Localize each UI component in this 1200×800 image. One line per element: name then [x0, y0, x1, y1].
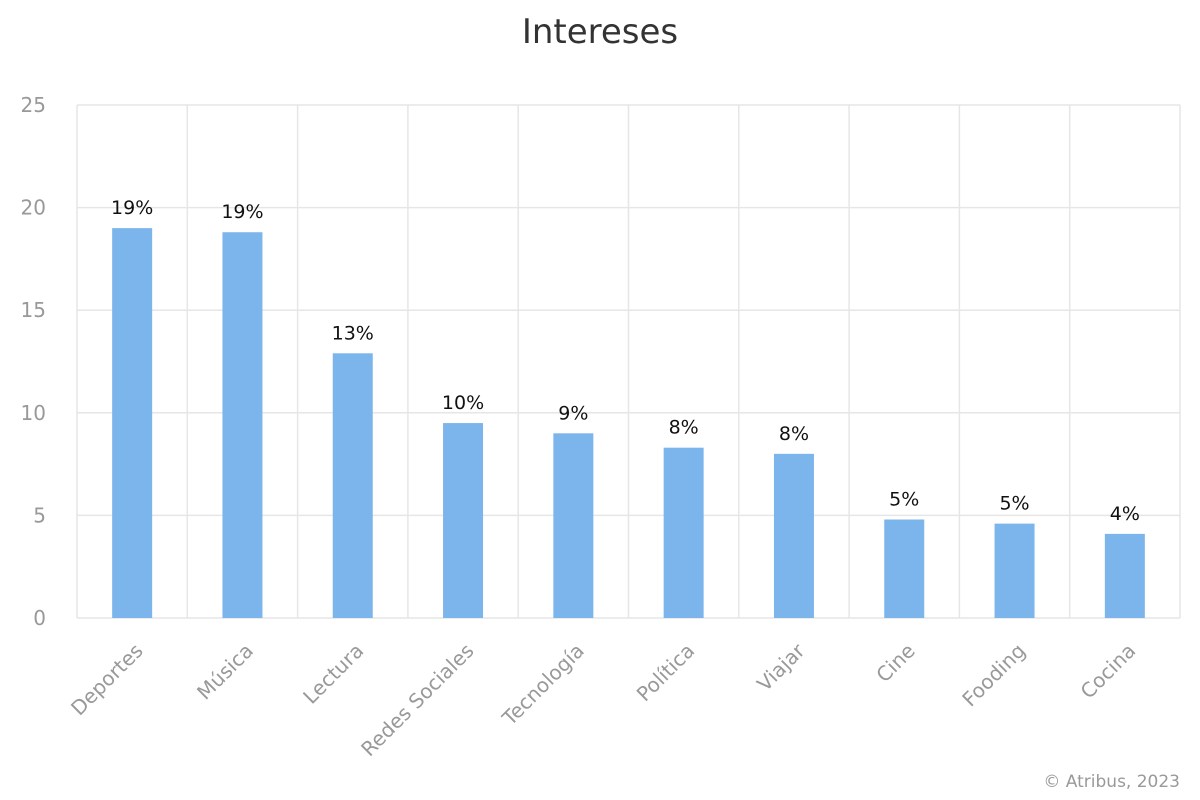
bar[interactable] [443, 423, 484, 618]
y-tick-label: 20 [21, 196, 46, 220]
data-label: 4% [1110, 503, 1140, 525]
data-label: 10% [442, 392, 484, 414]
bar[interactable] [1104, 533, 1145, 618]
bar[interactable] [773, 453, 814, 618]
data-label: 5% [889, 489, 919, 511]
bar[interactable] [332, 353, 373, 618]
y-tick-label: 10 [21, 401, 46, 425]
bars [112, 228, 1145, 618]
footer-credit: © Atribus, 2023 [1043, 772, 1180, 792]
data-label: 19% [111, 197, 153, 219]
bar[interactable] [994, 523, 1035, 618]
bar[interactable] [222, 232, 263, 618]
y-tick-label: 5 [33, 503, 46, 527]
x-tick-label: Lectura [298, 639, 368, 709]
chart-title: Intereses [521, 12, 679, 52]
x-tick-label: Redes Sociales [356, 639, 478, 761]
data-label: 9% [558, 402, 588, 424]
x-tick-label: Tecnología [497, 639, 589, 731]
bar[interactable] [112, 228, 153, 618]
x-tick-label: Música [192, 639, 258, 705]
x-tick-label: Política [632, 639, 699, 706]
bar[interactable] [663, 447, 704, 618]
bar[interactable] [884, 519, 925, 618]
y-tick-label: 0 [33, 606, 46, 630]
y-tick-label: 15 [21, 298, 46, 322]
data-label: 13% [332, 322, 374, 344]
data-labels: 19% 19% 13% 10% 9% 8% 8% 5% 5% 4% [111, 197, 1140, 525]
bar[interactable] [553, 433, 594, 618]
data-label: 8% [669, 417, 699, 439]
x-tick-label: Deportes [66, 639, 148, 721]
x-tick-label: Cine [871, 639, 919, 687]
x-tick-label: Fooding [957, 639, 1030, 712]
x-tick-label: Viajar [752, 638, 810, 696]
data-label: 19% [221, 201, 263, 223]
data-label: 5% [999, 493, 1029, 515]
x-tick-label: Cocina [1076, 639, 1141, 704]
y-axis-ticks: 0 5 10 15 20 25 [21, 93, 46, 630]
data-label: 8% [779, 423, 809, 445]
y-tick-label: 25 [21, 93, 46, 117]
